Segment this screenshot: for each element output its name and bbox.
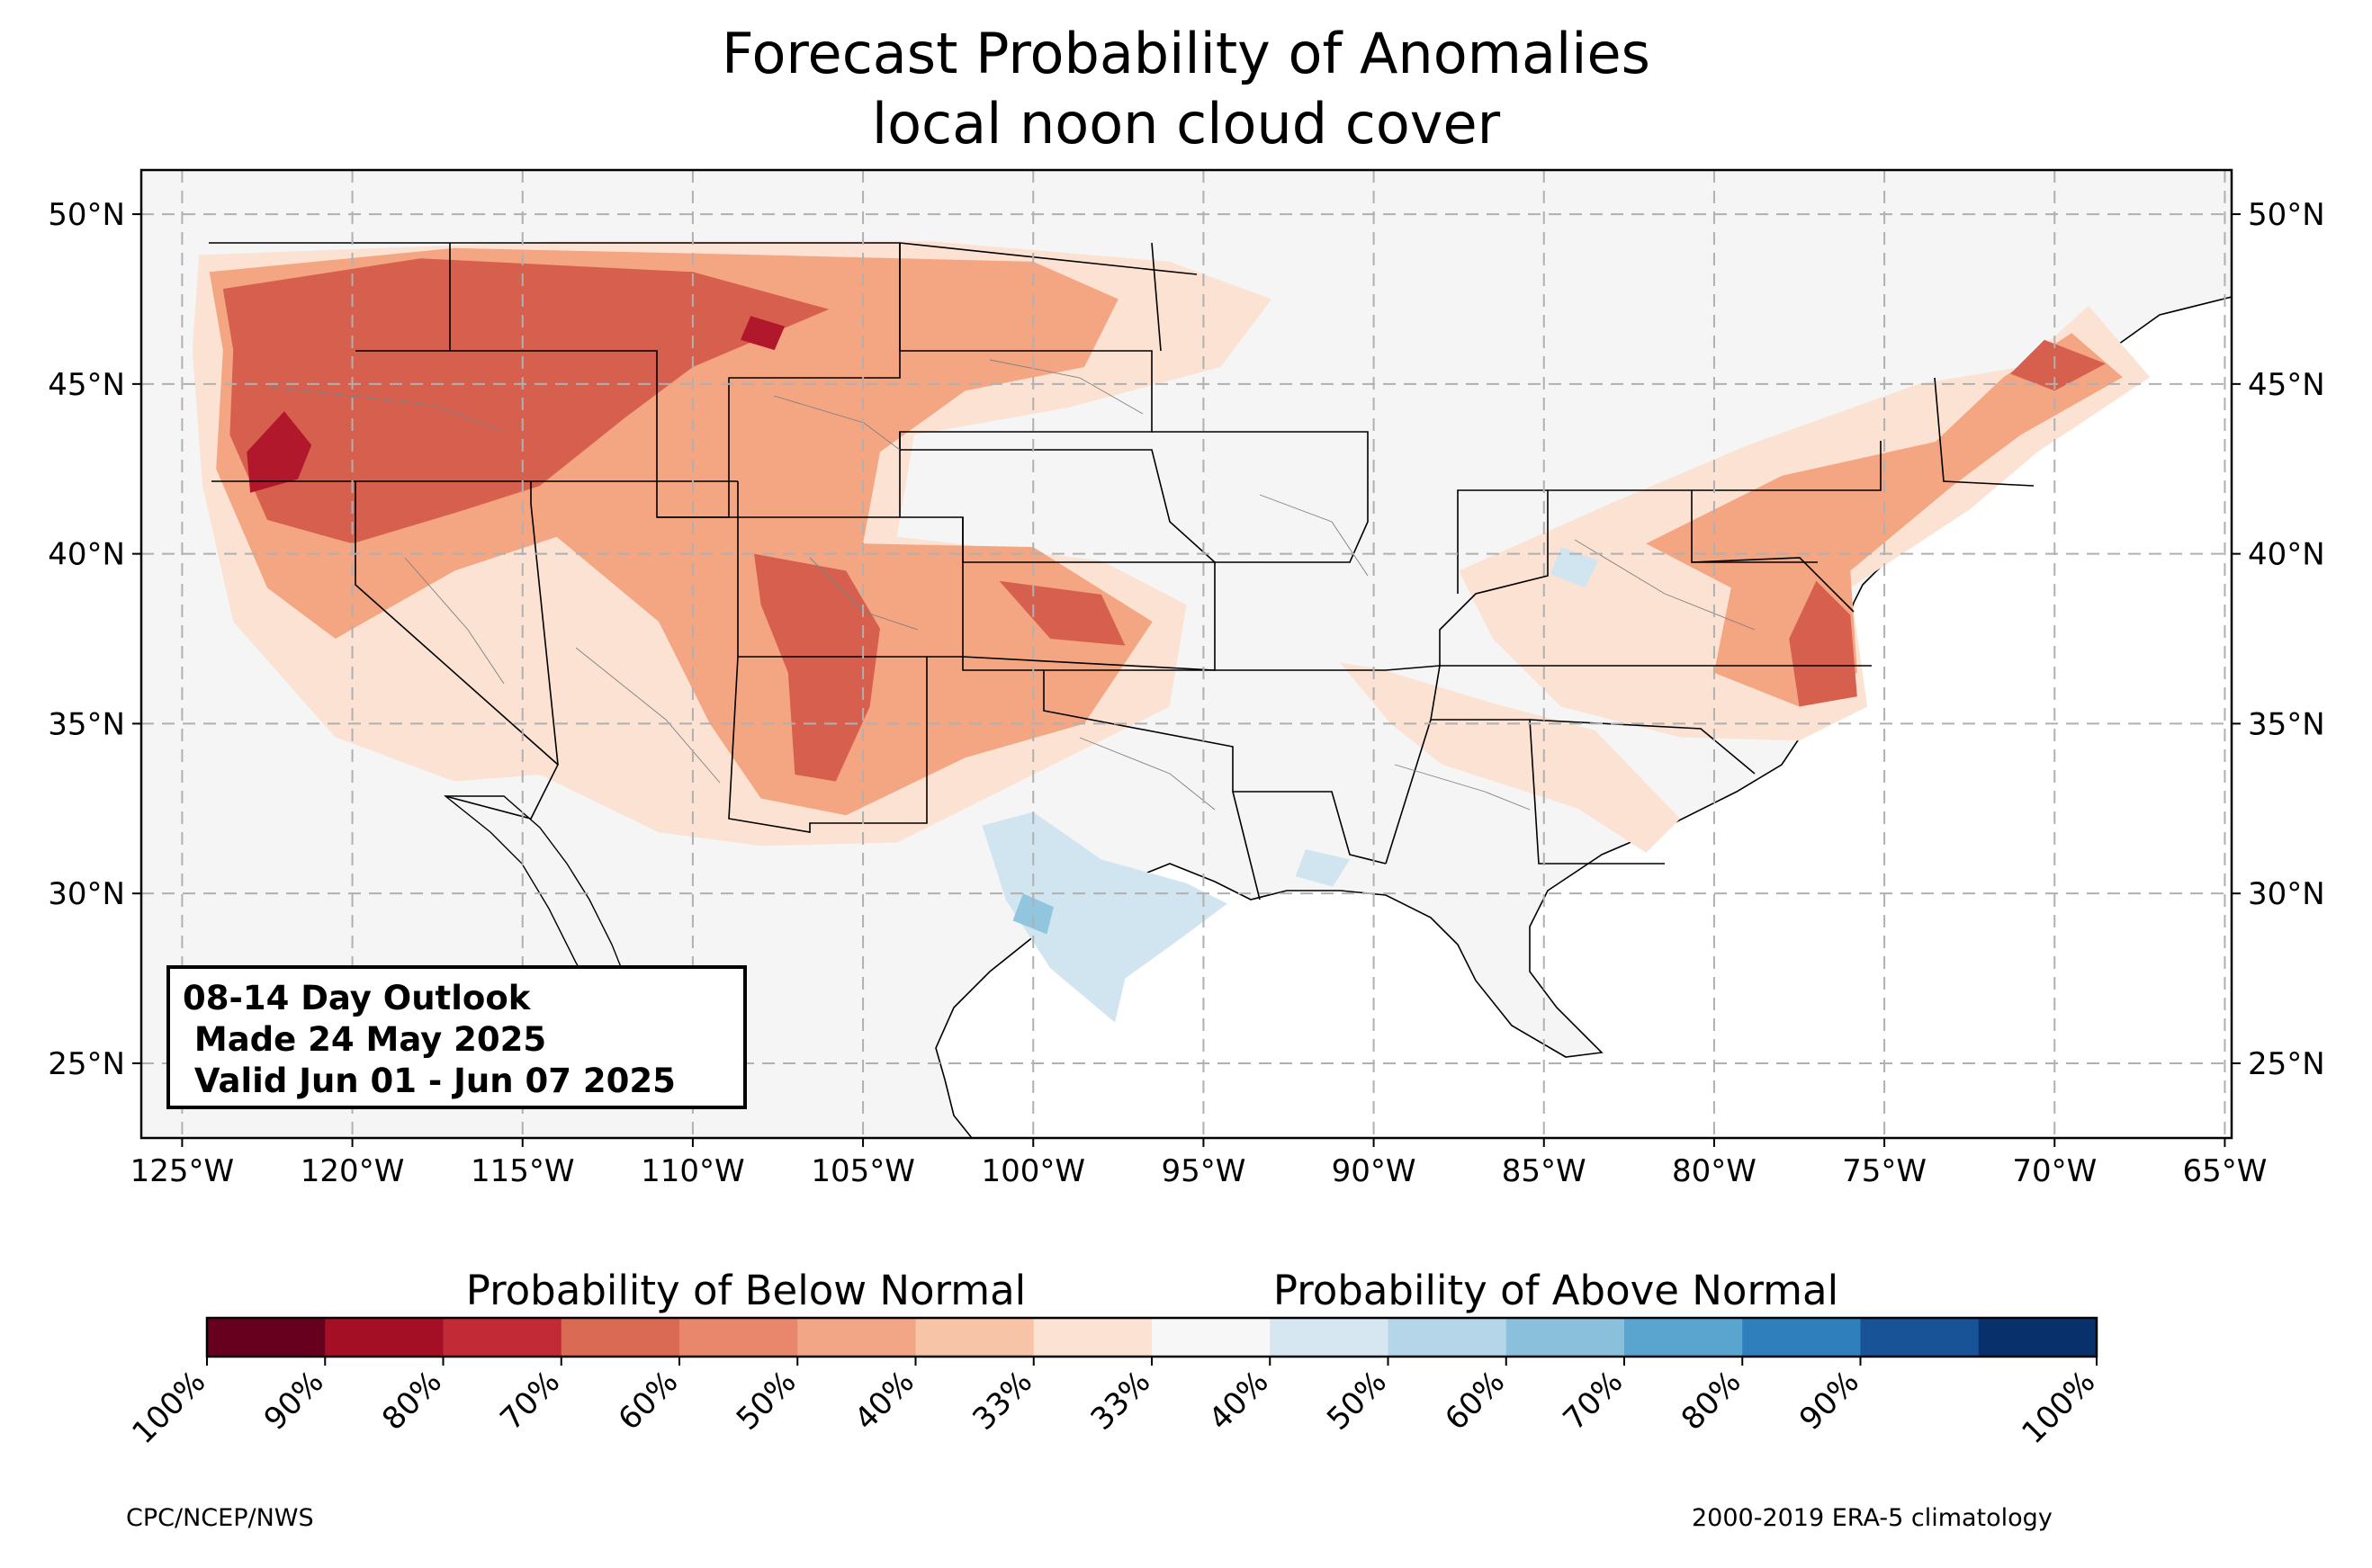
outlook-valid-range: Valid Jun 01 - Jun 07 2025 <box>183 1062 676 1100</box>
prob-region-below-60-7 <box>999 580 1126 646</box>
colorbar-tick-label: 70% <box>1557 1364 1631 1438</box>
longitude-axis: 125°W 120°W 115°W 110°W 105°W 100°W 95°W 90°W 85… <box>130 1138 2267 1189</box>
colorbar-bin-6 <box>915 1318 1035 1357</box>
colorbar-bin-2 <box>443 1318 562 1357</box>
lon-tick-label: 115°W <box>471 1153 575 1189</box>
colorbar-bin-5 <box>797 1318 916 1357</box>
lon-tick-label: 85°W <box>1502 1153 1586 1189</box>
lat-tick-label-left: 25°N <box>48 1046 125 1082</box>
colorbar-bin-1 <box>325 1318 444 1357</box>
lat-tick-label-right: 35°N <box>2248 706 2325 742</box>
probability-shading <box>192 241 2151 1023</box>
latitude-axis-left: 50°N 45°N 40°N 35°N 30°N 25°N <box>48 197 141 1082</box>
outlook-made-date: Made 24 May 2025 <box>183 1020 547 1059</box>
colorbar-tick-label: 100% <box>125 1364 212 1451</box>
lon-tick-label: 70°W <box>2012 1153 2097 1189</box>
colorbar-bin-12 <box>1624 1318 1743 1357</box>
county-lines <box>269 359 1756 811</box>
lat-tick-label-left: 45°N <box>48 367 125 403</box>
prob-region-below-70-10 <box>247 411 312 493</box>
lon-tick-label: 95°W <box>1161 1153 1245 1189</box>
colorbar-tick-label: 90% <box>1792 1364 1866 1438</box>
colorbar-tick-label: 70% <box>493 1364 567 1438</box>
credit-right: 2000-2019 ERA-5 climatology <box>1692 1504 2053 1532</box>
lon-tick-label: 125°W <box>130 1153 235 1189</box>
prob-region-below-60-8 <box>1789 580 1857 707</box>
map-subtitle: local noon cloud cover <box>871 91 1501 157</box>
prob-region-above-50-15 <box>1012 893 1054 935</box>
lat-tick-label-left: 50°N <box>48 197 125 233</box>
map-title: Forecast Probability of Anomalies <box>722 21 1650 86</box>
lat-tick-label-left: 30°N <box>48 876 125 912</box>
prob-region-below-60-9 <box>2010 339 2106 391</box>
colorbar-bin-9 <box>1270 1318 1388 1357</box>
lat-tick-label-right: 25°N <box>2248 1046 2325 1082</box>
colorbar-bin-7 <box>1033 1318 1153 1357</box>
prob-region-below-50-4 <box>1646 333 2123 707</box>
colorbar-bin-8 <box>1152 1318 1271 1357</box>
colorbar-tick-label: 50% <box>730 1364 804 1438</box>
prob-region-above-40-13 <box>1550 547 1599 588</box>
lat-tick-label-left: 35°N <box>48 706 125 742</box>
colorbar-bin-10 <box>1388 1318 1507 1357</box>
outlook-period: 08-14 Day Outlook <box>183 979 531 1017</box>
prob-region-below-40-2 <box>1339 662 1681 853</box>
lon-tick-label: 100°W <box>981 1153 1085 1189</box>
colorbar-tick-label: 90% <box>257 1364 331 1438</box>
lat-tick-label-left: 40°N <box>48 537 125 573</box>
latitude-axis-right: 50°N 45°N 40°N 35°N 30°N 25°N <box>2232 197 2325 1082</box>
lat-tick-label-right: 30°N <box>2248 876 2325 912</box>
colorbar-tick-label: 40% <box>1202 1364 1276 1438</box>
outlook-info-box: 08-14 Day Outlook Made 24 May 2025 Valid… <box>166 965 747 1109</box>
gridlines <box>141 170 2232 1138</box>
colorbar-bin-15 <box>1978 1318 2098 1357</box>
colorbar-bin-3 <box>561 1318 680 1357</box>
colorbar-tick-label: 60% <box>612 1364 686 1438</box>
colorbar-tick-label: 40% <box>848 1364 921 1438</box>
state-borders <box>209 242 2035 900</box>
colorbar-tick-label: 100% <box>2015 1364 2102 1451</box>
colorbar-bin-14 <box>1860 1318 1980 1357</box>
prob-region-below-70-11 <box>740 316 786 351</box>
lat-tick-label-right: 50°N <box>2248 197 2325 233</box>
lon-tick-label: 80°W <box>1672 1153 1757 1189</box>
lon-tick-label: 75°W <box>1842 1153 1927 1189</box>
lat-tick-label-right: 40°N <box>2248 537 2325 573</box>
credit-left: CPC/NCEP/NWS <box>126 1504 314 1532</box>
lat-tick-label-right: 45°N <box>2248 367 2325 403</box>
colorbar-tick-label: 80% <box>1675 1364 1748 1438</box>
colorbar-tick-label: 60% <box>1438 1364 1512 1438</box>
colorbar-bin-13 <box>1742 1318 1861 1357</box>
colorbar-bin-4 <box>679 1318 798 1357</box>
colorbar-tick-label: 50% <box>1320 1364 1394 1438</box>
prob-region-above-40-14 <box>1295 849 1351 887</box>
lon-tick-label: 65°W <box>2182 1153 2267 1189</box>
lon-tick-label: 120°W <box>301 1153 405 1189</box>
map-frame <box>139 168 2233 1140</box>
lon-tick-label: 105°W <box>811 1153 915 1189</box>
colorbar-below-label: Probability of Below Normal <box>466 1267 1026 1314</box>
prob-region-below-60-5 <box>222 258 830 544</box>
colorbar-tick-label: 33% <box>1084 1364 1158 1438</box>
map-panel[interactable]: 125°W 120°W 115°W 110°W 105°W 100°W 95°W 90°W 85… <box>48 168 2325 1189</box>
colorbar-tick-label: 33% <box>966 1364 1039 1438</box>
colorbar: Probability of Below Normal Probability … <box>125 1267 2102 1451</box>
lon-tick-label: 90°W <box>1332 1153 1416 1189</box>
colorbar-bin-0 <box>207 1318 326 1357</box>
lon-tick-label: 110°W <box>641 1153 745 1189</box>
colorbar-bin-11 <box>1505 1318 1625 1357</box>
colorbar-above-label: Probability of Above Normal <box>1273 1267 1838 1314</box>
colorbar-tick-label: 80% <box>375 1364 449 1438</box>
prob-region-above-40-12 <box>982 811 1227 1023</box>
